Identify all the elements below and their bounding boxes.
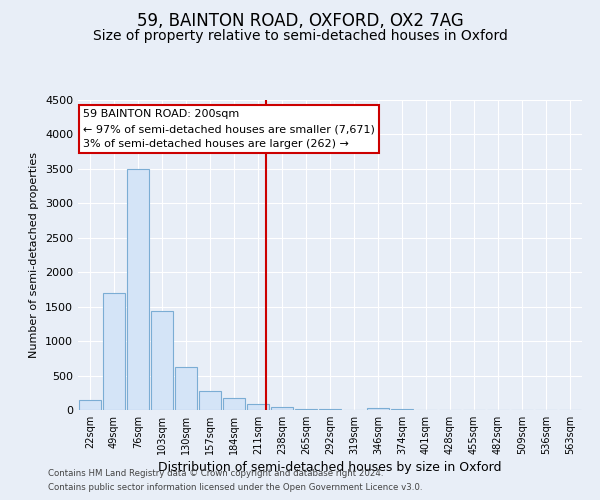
Text: Size of property relative to semi-detached houses in Oxford: Size of property relative to semi-detach… bbox=[92, 29, 508, 43]
Bar bbox=[223, 398, 245, 410]
Bar bbox=[79, 400, 101, 410]
X-axis label: Distribution of semi-detached houses by size in Oxford: Distribution of semi-detached houses by … bbox=[158, 461, 502, 474]
Bar bbox=[151, 311, 173, 410]
Bar bbox=[391, 408, 413, 410]
Bar bbox=[103, 293, 125, 410]
Y-axis label: Number of semi-detached properties: Number of semi-detached properties bbox=[29, 152, 40, 358]
Text: 59 BAINTON ROAD: 200sqm
← 97% of semi-detached houses are smaller (7,671)
3% of : 59 BAINTON ROAD: 200sqm ← 97% of semi-de… bbox=[83, 110, 375, 149]
Bar bbox=[175, 368, 197, 410]
Text: Contains HM Land Registry data © Crown copyright and database right 2024.: Contains HM Land Registry data © Crown c… bbox=[48, 468, 383, 477]
Bar bbox=[271, 407, 293, 410]
Text: Contains public sector information licensed under the Open Government Licence v3: Contains public sector information licen… bbox=[48, 484, 422, 492]
Bar bbox=[247, 404, 269, 410]
Bar bbox=[295, 408, 317, 410]
Bar bbox=[199, 392, 221, 410]
Bar bbox=[367, 408, 389, 410]
Bar bbox=[127, 169, 149, 410]
Text: 59, BAINTON ROAD, OXFORD, OX2 7AG: 59, BAINTON ROAD, OXFORD, OX2 7AG bbox=[137, 12, 463, 30]
